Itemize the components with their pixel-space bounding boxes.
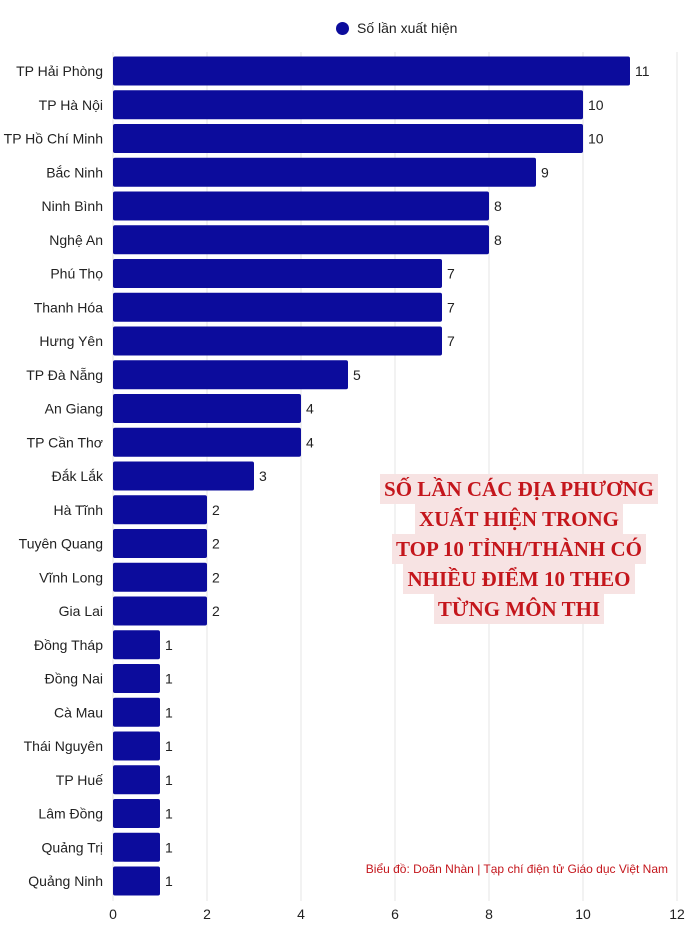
- category-label: TP Cần Thơ: [27, 434, 103, 450]
- bar: [113, 866, 160, 896]
- category-label: Đắk Lắk: [52, 468, 104, 484]
- category-label: Hà Tĩnh: [53, 502, 103, 518]
- category-label: Thái Nguyên: [24, 738, 103, 754]
- bar: [113, 225, 489, 255]
- category-label: Cà Mau: [54, 704, 103, 720]
- data-label: 7: [447, 333, 455, 349]
- chart-title-line: TOP 10 TỈNH/THÀNH CÓ: [391, 534, 647, 564]
- bar: [113, 664, 160, 693]
- category-label: Ninh Bình: [42, 198, 103, 214]
- x-tick-label: 6: [391, 906, 399, 922]
- chart-title: SỐ LẦN CÁC ĐỊA PHƯƠNG XUẤT HIỆN TRONG TO…: [368, 474, 670, 624]
- x-tick-label: 8: [485, 906, 493, 922]
- chart-title-line: TỪNG MÔN THI: [433, 594, 605, 624]
- bar: [113, 259, 442, 288]
- data-label: 2: [212, 603, 220, 619]
- bar: [113, 90, 583, 120]
- data-label: 1: [165, 637, 173, 653]
- data-label: 9: [541, 164, 549, 180]
- category-label: TP Hải Phòng: [16, 63, 103, 79]
- data-label: 2: [212, 502, 220, 518]
- data-label: 10: [588, 131, 604, 147]
- bar: [113, 630, 160, 660]
- bar: [113, 56, 630, 86]
- legend-marker: [336, 21, 349, 35]
- category-label: Quảng Ninh: [28, 873, 103, 889]
- data-label: 7: [447, 266, 455, 282]
- bar: [113, 461, 254, 491]
- bar: [113, 292, 442, 322]
- data-label: 4: [306, 434, 314, 450]
- source-credit: Biểu đồ: Doãn Nhàn | Tạp chí điện tử Giá…: [365, 862, 668, 876]
- bar: [113, 832, 160, 862]
- chart-title-line: SỐ LẦN CÁC ĐỊA PHƯƠNG: [380, 474, 658, 504]
- category-label: Đồng Nai: [45, 671, 103, 687]
- data-label: 3: [259, 468, 267, 484]
- bar: [113, 360, 348, 390]
- bar: [113, 562, 207, 592]
- category-label: Tuyên Quang: [19, 536, 103, 552]
- bar: [113, 326, 442, 356]
- legend-label: Số lần xuất hiện: [357, 20, 458, 36]
- category-label: Thanh Hóa: [34, 299, 103, 315]
- chart-title-line: NHIỀU ĐIỂM 10 THEO: [403, 564, 635, 594]
- data-label: 1: [165, 806, 173, 822]
- category-label: Lâm Đồng: [38, 806, 103, 822]
- x-tick-label: 4: [297, 906, 305, 922]
- category-label: Vĩnh Long: [39, 569, 103, 585]
- x-tick-label: 10: [575, 906, 591, 922]
- legend: Số lần xuất hiện: [336, 20, 457, 36]
- data-label: 2: [212, 536, 220, 552]
- x-tick-label: 12: [669, 906, 685, 922]
- data-label: 1: [165, 738, 173, 754]
- bar: [113, 495, 207, 525]
- bar: [113, 124, 583, 153]
- data-label: 8: [494, 232, 502, 248]
- bar: [113, 596, 207, 626]
- bar: [113, 191, 489, 221]
- category-label: Bắc Ninh: [46, 164, 103, 180]
- data-label: 10: [588, 97, 604, 113]
- bar: [113, 427, 301, 457]
- bar: [113, 394, 301, 423]
- bar: [113, 697, 160, 727]
- category-label: Hưng Yên: [39, 333, 103, 349]
- category-label: Nghệ An: [49, 232, 103, 248]
- x-tick-label: 0: [109, 906, 117, 922]
- data-label: 1: [165, 671, 173, 687]
- bar: [113, 765, 160, 795]
- data-label: 1: [165, 772, 173, 788]
- category-label: TP Đà Nẵng: [26, 367, 103, 383]
- category-label: TP Hồ Chí Minh: [4, 131, 103, 147]
- data-label: 1: [165, 839, 173, 855]
- bar: [113, 731, 160, 761]
- bar: [113, 157, 536, 187]
- data-label: 8: [494, 198, 502, 214]
- data-label: 5: [353, 367, 361, 383]
- data-label: 7: [447, 299, 455, 315]
- category-label: Gia Lai: [59, 603, 103, 619]
- data-label: 1: [165, 873, 173, 889]
- x-tick-label: 2: [203, 906, 211, 922]
- data-label: 4: [306, 401, 314, 417]
- data-label: 1: [165, 704, 173, 720]
- bar: [113, 799, 160, 828]
- category-label: Đồng Tháp: [34, 637, 103, 653]
- category-label: TP Huế: [56, 772, 103, 788]
- category-label: Phú Thọ: [50, 266, 103, 282]
- data-label: 11: [635, 63, 650, 79]
- data-label: 2: [212, 569, 220, 585]
- category-label: An Giang: [45, 401, 103, 417]
- category-label: TP Hà Nội: [39, 97, 103, 113]
- chart-title-line: XUẤT HIỆN TRONG: [415, 504, 623, 534]
- category-label: Quảng Trị: [42, 839, 103, 855]
- bar: [113, 529, 207, 558]
